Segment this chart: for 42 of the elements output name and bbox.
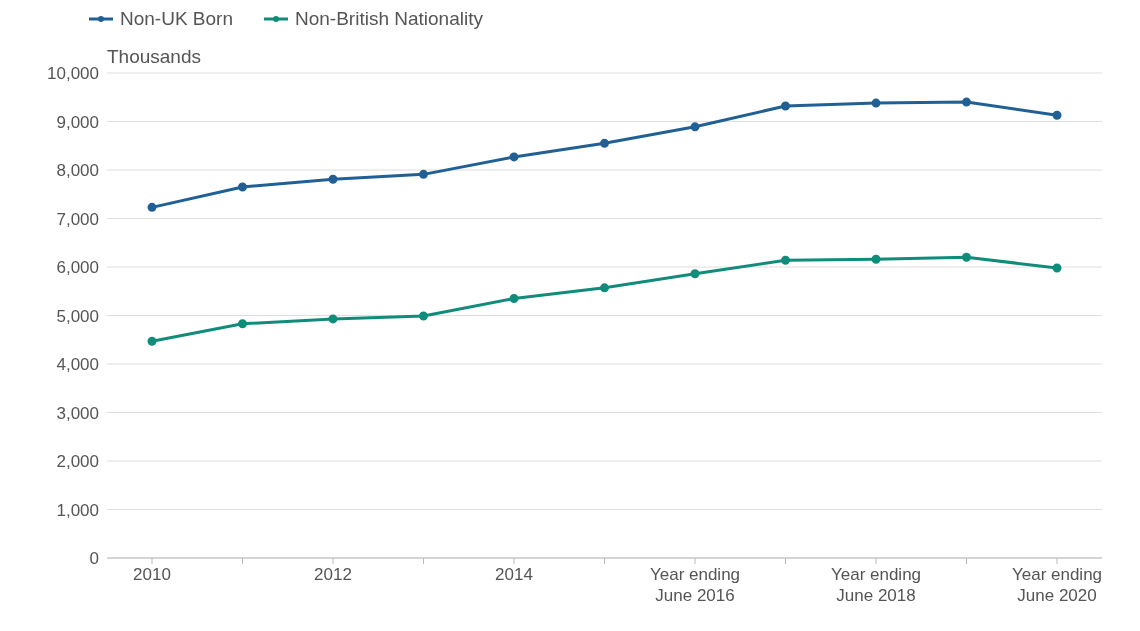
point: [238, 182, 247, 192]
point: [509, 294, 519, 304]
point: [690, 269, 700, 279]
legend-label: Non-British Nationality: [295, 8, 483, 30]
point: [147, 336, 157, 346]
point: [781, 255, 790, 265]
x-tick-label: 2012: [314, 565, 352, 584]
point: [871, 98, 881, 108]
y-tick-label: 3,000: [56, 403, 99, 423]
point: [781, 101, 790, 111]
point: [600, 283, 609, 293]
y-tick-label: 6,000: [56, 258, 99, 278]
y-tick-label: 5,000: [56, 306, 99, 326]
y-tick-label: 0: [89, 549, 99, 569]
legend-label: Non-UK Born: [120, 8, 233, 30]
point: [962, 252, 971, 262]
x-tick-label: Year ending June 2016: [649, 565, 741, 605]
y-tick-label: 9,000: [56, 112, 99, 132]
y-tick-label: 1,000: [56, 500, 99, 520]
point: [1052, 110, 1062, 120]
point: [147, 202, 157, 212]
point: [962, 97, 971, 107]
point: [509, 152, 519, 162]
point: [328, 174, 338, 184]
point: [419, 169, 428, 179]
point: [600, 138, 609, 148]
point: [1052, 263, 1062, 273]
y-tick-label: 2,000: [56, 452, 99, 472]
y-tick-label: 7,000: [56, 209, 99, 229]
y-tick-label: 10,000: [47, 64, 99, 84]
point: [419, 311, 428, 321]
x-tick-label: 2010: [133, 565, 171, 584]
x-tick-label: 2014: [495, 565, 533, 584]
y-tick-label: 8,000: [56, 161, 99, 181]
point: [238, 319, 247, 329]
y-axis-title: Thousands: [107, 46, 202, 68]
x-tick-label: Year ending June 2020: [1011, 565, 1103, 605]
x-tick-label: Year ending June 2018: [830, 565, 922, 605]
point: [328, 314, 338, 324]
point: [690, 122, 700, 132]
y-tick-label: 4,000: [56, 355, 99, 375]
point: [871, 254, 881, 264]
